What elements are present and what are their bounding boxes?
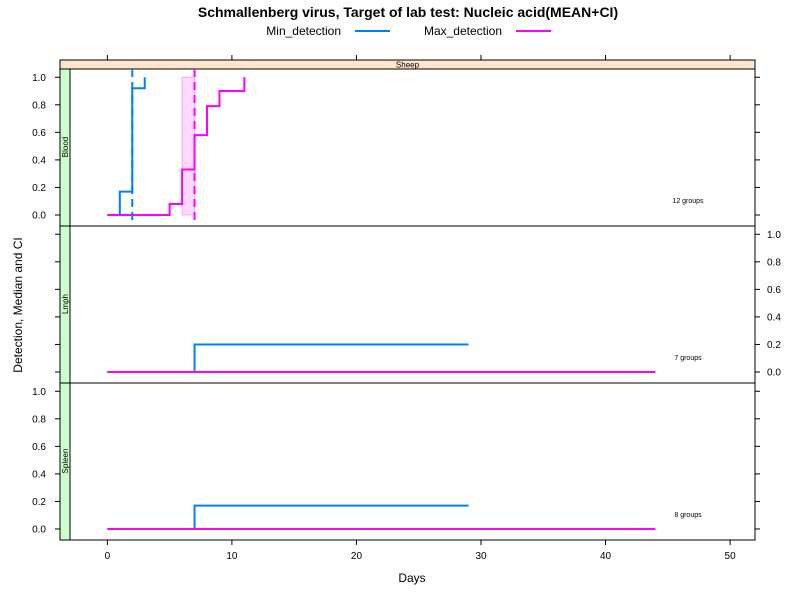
y-tick-label-lmph: 0.8 [767,257,781,268]
groups-label-blood: 12 groups [672,198,704,205]
panel-frame-blood [59,68,756,227]
y-tick-label-spleen: 0.6 [32,442,46,453]
groups-label-lmph: 7 groups [674,355,702,362]
panel-label-spleen: Spleen [61,449,70,474]
x-tick-label: 10 [226,551,238,562]
y-tick-label-blood: 0.0 [32,210,46,221]
series-line-max-detection-blood [107,77,246,216]
plot-layer: Sheep Blood 0.0 0.2 0.4 0.6 0.8 1.0 12 groups Lmp… [32,55,781,562]
x-tick-label: 50 [725,551,737,562]
y-tick-label-spleen: 0.2 [32,497,46,508]
y-axis-label: Detection, Median and CI [11,237,25,372]
y-tick-label-spleen: 1.0 [32,387,46,398]
y-tick-label-spleen: 0.8 [32,414,46,425]
panel-label-lmph: Lmph [61,294,70,314]
y-tick-label-spleen: 0.0 [32,524,46,535]
y-tick-label-blood: 1.0 [32,73,46,84]
y-tick-label-blood: 0.4 [32,155,46,166]
ci-band-max-detection [181,76,196,216]
y-tick-label-lmph: 1.0 [767,230,781,241]
panel-label-blood: Blood [61,137,70,157]
x-tick-label: 0 [105,551,111,562]
y-tick-label-blood: 0.2 [32,183,46,194]
y-tick-label-spleen: 0.4 [32,469,46,480]
panel-strip-spleen [59,382,71,541]
groups-label-spleen: 8 groups [674,512,702,519]
x-tick-label: 30 [475,551,487,562]
legend: Min_detection Max_detection [266,24,551,38]
series-line-min-detection-lmph [107,343,469,373]
panel-frame-lmph [59,225,756,384]
x-tick-label: 20 [351,551,363,562]
x-tick-label: 40 [600,551,612,562]
y-tick-label-lmph: 0.4 [767,312,781,323]
legend-label-max-detection: Max_detection [424,24,502,38]
chart-title: Schmallenberg virus, Target of lab test:… [198,4,618,20]
y-tick-label-lmph: 0.6 [767,285,781,296]
series-line-min-detection-blood [107,77,146,216]
strip-label-sheep: Sheep [396,61,420,70]
series-line-min-detection-spleen [107,504,469,530]
y-tick-label-blood: 0.6 [32,128,46,139]
panel-frame-spleen [59,382,756,541]
x-axis-label: Days [398,571,425,585]
legend-label-min-detection: Min_detection [266,24,341,38]
y-tick-label-lmph: 0.0 [767,367,781,378]
y-tick-label-blood: 0.8 [32,100,46,111]
y-tick-label-lmph: 0.2 [767,340,781,351]
